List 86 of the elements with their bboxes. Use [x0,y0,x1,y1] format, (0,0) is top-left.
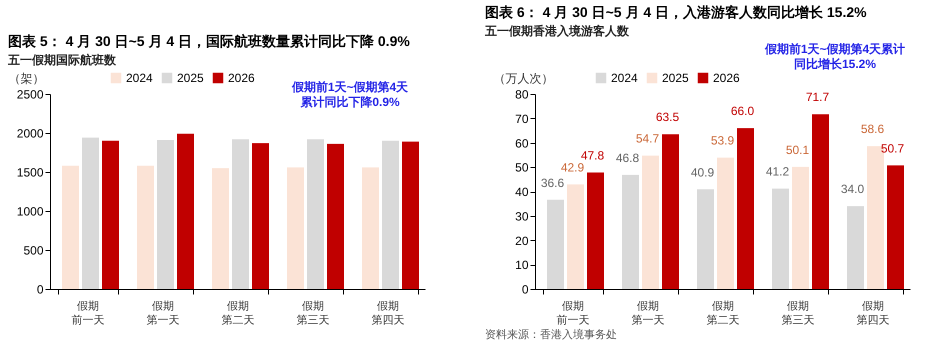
y-tick-label: 500 [23,244,44,258]
data-label: 36.6 [540,176,564,190]
y-tick-label: 0 [36,282,44,296]
y-tick-label: 0 [522,282,529,296]
x-tick-label: 假期第三天 [782,300,814,326]
bar [82,138,99,289]
bar [307,139,324,289]
x-tick-label: 假期第一天 [632,300,664,326]
chart-subtitle: 五一假期国际航班数 [7,53,117,67]
bar [362,167,379,289]
data-label: 46.8 [616,150,640,165]
data-label: 58.6 [860,122,884,136]
text: 同比增长15.2% [794,57,876,71]
bar [252,143,269,289]
bar [717,158,734,289]
bar [177,134,194,289]
y-tick-label: 10 [515,258,529,272]
text: 资料来源：香港入境事务处 [485,328,617,341]
legend-label: 2026 [228,71,256,85]
y-tick-label: 50 [515,160,529,175]
x-tick-label: 假期第四天 [372,300,404,326]
y-tick-label: 2500 [16,88,44,102]
y-axis-title: （万人次） [494,72,554,86]
bar [402,142,419,289]
data-label: 71.7 [806,90,830,104]
data-label: 40.9 [690,165,714,180]
legend-label: 2025 [177,71,204,85]
bar [587,172,604,289]
bar [137,166,154,289]
data-label: 34.0 [840,182,864,196]
bar [62,166,79,289]
y-tick-label: 40 [515,185,529,199]
y-axis-title: （架） [8,72,44,86]
y-tick-label: 20 [515,234,529,248]
legend-label: 2024 [611,71,638,85]
bar [662,134,679,289]
chart-title: 图表 6： 4 月 30 日~5 月 4 日，入港游客人数同比增长 15.2% [485,4,868,20]
bar [697,189,714,289]
y-tick-label: 1000 [16,204,44,218]
bar [847,206,864,289]
bar [382,140,399,289]
bar [212,168,229,289]
y-tick-label: 2000 [16,126,44,140]
x-tick-label: 假期第三天 [296,300,330,326]
x-tick-label: 假期前一天 [556,300,590,326]
x-tick-label: 假期前一天 [72,300,104,326]
bar [567,184,584,289]
bar [327,144,344,289]
chart-title: 图表 5： 4 月 30 日~5 月 4 日，国际航班数量累计同比下降 0.9% [8,33,410,49]
legend-label: 2025 [662,71,690,85]
bar [232,139,249,289]
bar [622,174,639,289]
bar [102,140,119,289]
data-label: 63.5 [656,110,680,124]
legend-label: 2026 [713,71,740,85]
annotation: 累计同比下降0.9% [299,95,400,109]
text: 假期前1天~假期第4天 [290,80,410,94]
data-label: 54.7 [636,132,660,146]
y-tick-label: 1500 [16,166,44,180]
y-tick-label: 30 [515,209,529,224]
y-tick-label: 60 [515,136,529,150]
data-label: 66.0 [730,104,754,118]
x-tick-label: 假期第一天 [146,300,180,326]
chart-subtitle: 五一假期香港入境游客人数 [484,24,630,38]
data-label: 50.1 [786,142,810,157]
data-label: 47.8 [580,148,604,162]
x-tick-label: 假期第四天 [856,300,890,326]
bar [792,166,809,289]
bar [547,200,564,289]
bar [772,188,789,289]
bar [287,167,304,289]
bar [737,128,754,289]
data-label: 42.9 [560,160,584,174]
x-tick-label: 假期第二天 [706,300,740,326]
bar [642,156,659,289]
bar [812,114,829,289]
data-label: 41.2 [766,164,790,179]
data-label: 50.7 [880,141,904,156]
bar [157,140,174,289]
data-label: 53.9 [710,134,734,148]
legend-label: 2024 [126,71,154,85]
y-tick-label: 70 [515,112,529,126]
y-tick-label: 80 [515,88,529,102]
bar [887,165,904,289]
x-tick-label: 假期第二天 [222,300,254,326]
text: 假期前1天~假期第4天累计 [764,42,906,56]
